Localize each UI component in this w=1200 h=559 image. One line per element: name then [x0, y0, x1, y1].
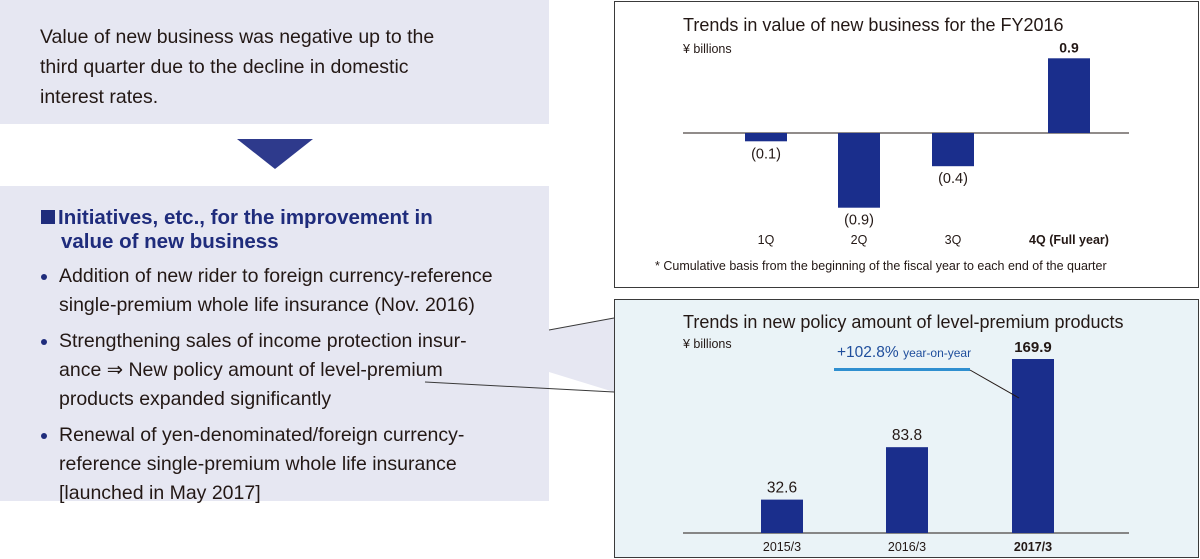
callout-edge [548, 317, 615, 331]
tick-label: 3Q [945, 233, 962, 247]
tick-label: 2Q [851, 233, 868, 247]
initiatives-title: Initiatives, etc., for the improvement i… [41, 206, 521, 254]
square-bullet-icon [41, 210, 55, 224]
data-label: 169.9 [1014, 339, 1052, 356]
summary-box: Value of new business was negative up to… [0, 0, 549, 124]
tick-label: 1Q [758, 233, 775, 247]
data-label: (0.1) [751, 146, 781, 162]
chart-unit: ¥ billions [683, 42, 732, 56]
list-item-line: products expanded significantly [59, 388, 332, 410]
bar [838, 133, 880, 208]
bar [1012, 359, 1054, 533]
initiatives-title-line: value of new business [61, 230, 279, 253]
initiatives-title-line: Initiatives, etc., for the improvement i… [58, 206, 433, 229]
list-item-line: single-premium whole life insurance (Nov… [59, 294, 475, 316]
chart-footnote: * Cumulative basis from the beginning of… [655, 259, 1107, 273]
data-label: (0.9) [844, 213, 874, 229]
chart-unit: ¥ billions [683, 337, 732, 351]
callout-line [424, 381, 615, 393]
tick-label: 2017/3 [1014, 540, 1052, 554]
bullet-dot-icon [41, 274, 47, 280]
summary-line: interest rates. [40, 86, 159, 108]
growth-label: year-on-year [903, 346, 972, 360]
list-item-line: [launched in May 2017] [59, 482, 261, 504]
chart-canvas: (0.1) 1Q (0.9) 2Q (0.4) 3Q 0.9 4Q (Full year) [683, 39, 1129, 247]
bar [932, 133, 974, 167]
summary-text: Value of new business was negative up to… [40, 22, 510, 112]
initiatives-list: Addition of new rider to foreign currenc… [41, 262, 541, 515]
tick-label: 2016/3 [888, 540, 926, 554]
bar [761, 499, 803, 533]
data-label: 0.9 [1059, 39, 1079, 55]
list-item: Addition of new rider to foreign currenc… [41, 262, 541, 320]
data-label: (0.4) [938, 171, 968, 187]
growth-percent: +102.8% [837, 344, 899, 361]
list-item: Strengthening sales of income protection… [41, 327, 541, 414]
chart-title: Trends in new policy amount of level-pre… [683, 312, 1124, 332]
summary-line: third quarter due to the decline in dome… [40, 56, 409, 78]
initiatives-box: Initiatives, etc., for the improvement i… [0, 186, 549, 504]
summary-line: Value of new business was negative up to… [40, 26, 435, 48]
chart-level-premium: Trends in new policy amount of level-pre… [614, 299, 1199, 558]
down-arrow-icon [237, 139, 313, 169]
bar [886, 447, 928, 533]
tick-label: 4Q (Full year) [1029, 233, 1109, 247]
growth-underline [834, 368, 970, 371]
chart-title: Trends in value of new business for the … [683, 15, 1064, 35]
data-label: 83.8 [892, 427, 922, 444]
bar [1048, 58, 1090, 133]
bar [745, 133, 787, 142]
list-item-line: ance ⇒ New policy amount of level-premiu… [59, 359, 443, 381]
callout-wedge [549, 318, 614, 392]
list-item-line: Renewal of yen-denominated/foreign curre… [59, 424, 465, 446]
data-label: 32.6 [767, 480, 797, 497]
list-item-line: Addition of new rider to foreign currenc… [59, 265, 493, 287]
chart-canvas: 32.6 2015/3 83.8 2016/3 169.9 2017/3 [683, 339, 1129, 554]
growth-annotation: +102.8% year-on-year [837, 344, 971, 362]
list-item: Renewal of yen-denominated/foreign curre… [41, 421, 541, 508]
annotation-leader [969, 369, 1020, 399]
list-item-line: reference single-premium whole life insu… [59, 453, 457, 475]
chart-value-new-business: Trends in value of new business for the … [614, 1, 1199, 288]
tick-label: 2015/3 [763, 540, 801, 554]
list-item-line: Strengthening sales of income protection… [59, 330, 467, 352]
bullet-dot-icon [41, 339, 47, 345]
bullet-dot-icon [41, 433, 47, 439]
